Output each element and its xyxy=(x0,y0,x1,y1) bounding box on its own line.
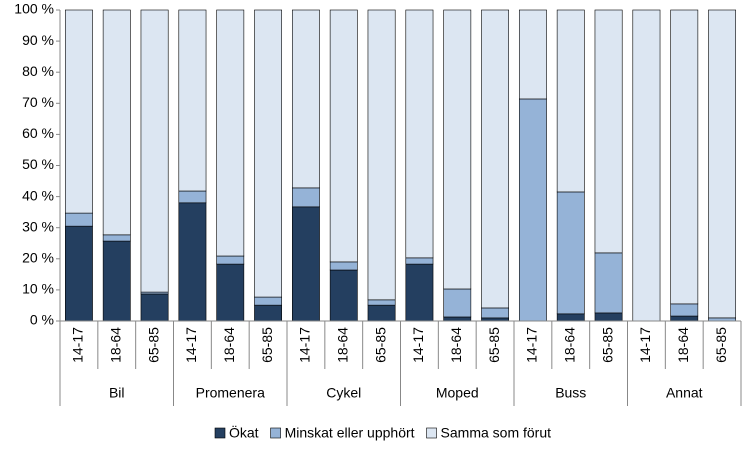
y-tick-label: 20 % xyxy=(22,250,54,266)
bar-segment xyxy=(670,303,699,317)
y-tick-label: 80 % xyxy=(22,63,54,79)
x-tick-label: 14-17 xyxy=(297,327,313,363)
group-label: Bil xyxy=(109,385,125,401)
y-tick-label: 10 % xyxy=(22,281,54,297)
group-label: Promenera xyxy=(196,385,265,401)
group-label: Buss xyxy=(555,385,586,401)
bar-segment xyxy=(481,9,510,309)
bar-segment xyxy=(443,316,472,322)
x-tick-label: 65-85 xyxy=(259,327,275,363)
bar-segment xyxy=(481,307,510,319)
bar-segment xyxy=(556,313,585,322)
group-label: Cykel xyxy=(326,385,361,401)
bar-segment xyxy=(594,312,623,322)
bar-segment xyxy=(594,9,623,254)
bar-segment xyxy=(216,263,245,322)
legend-label: Samma som förut xyxy=(441,425,552,441)
bar-segment xyxy=(556,9,585,193)
legend-swatch xyxy=(214,427,226,439)
x-tick-label: 14-17 xyxy=(183,327,199,363)
bar-segment xyxy=(367,304,396,322)
x-tick-label: 14-17 xyxy=(524,327,540,363)
y-tick-label: 100 % xyxy=(14,1,54,17)
bar-segment xyxy=(329,9,358,263)
bar-segment xyxy=(254,304,283,322)
x-tick-label: 18-64 xyxy=(675,327,691,363)
bar-segment xyxy=(518,9,547,100)
x-tick-label: 18-64 xyxy=(107,327,123,363)
x-tick-label: 65-85 xyxy=(372,327,388,363)
group-label: Moped xyxy=(436,385,479,401)
x-tick-label: 65-85 xyxy=(486,327,502,363)
bar-segment xyxy=(405,263,434,322)
bar-segment xyxy=(140,9,169,293)
bar-segment xyxy=(178,9,207,192)
bar-segment xyxy=(102,234,131,242)
x-tick-label: 65-85 xyxy=(145,327,161,363)
legend-swatch xyxy=(270,427,281,439)
bar-segment xyxy=(140,293,169,322)
y-tick-label: 60 % xyxy=(22,125,54,141)
bar-segment xyxy=(178,190,207,204)
bar-segment xyxy=(216,9,245,257)
bar-segment xyxy=(443,9,472,290)
legend-label: Ökat xyxy=(229,424,259,441)
bar-segment xyxy=(405,257,434,265)
group-label: Annat xyxy=(666,385,703,401)
bar-segment xyxy=(64,9,93,214)
bar-segment xyxy=(64,212,93,227)
bar-segment xyxy=(216,255,245,265)
bar-segment xyxy=(443,288,472,318)
bar-segment xyxy=(708,9,737,319)
y-tick-label: 30 % xyxy=(22,218,54,234)
x-tick-label: 18-64 xyxy=(561,327,577,363)
x-tick-label: 18-64 xyxy=(221,327,237,363)
x-tick-label: 65-85 xyxy=(599,327,615,363)
bar-segment xyxy=(254,9,283,298)
x-tick-label: 65-85 xyxy=(713,327,729,363)
bar-segment xyxy=(291,9,320,189)
bar-segment xyxy=(518,98,547,322)
bar-segment xyxy=(670,9,699,305)
bar-segment xyxy=(556,191,585,315)
bar-segment xyxy=(102,9,131,236)
legend-label: Minskat eller upphört xyxy=(285,425,415,441)
x-tick-label: 14-17 xyxy=(637,327,653,363)
x-tick-label: 14-17 xyxy=(410,327,426,363)
bar-segment xyxy=(329,261,358,271)
bar-segment xyxy=(178,202,207,322)
x-tick-label: 14-17 xyxy=(70,327,86,363)
bar-segment xyxy=(254,296,283,306)
bar-segment xyxy=(405,9,434,259)
bar-segment xyxy=(367,9,396,301)
bar-segment xyxy=(594,252,623,314)
y-tick-label: 40 % xyxy=(22,187,54,203)
bar-segment xyxy=(291,206,320,322)
bar-segment xyxy=(329,269,358,322)
y-tick-label: 0 % xyxy=(30,312,54,328)
y-tick-label: 90 % xyxy=(22,32,54,48)
x-tick-label: 18-64 xyxy=(334,327,350,363)
x-tick-label: 18-64 xyxy=(448,327,464,363)
bar-segment xyxy=(670,315,699,322)
y-tick-label: 70 % xyxy=(22,94,54,110)
bar-segment xyxy=(102,240,131,322)
y-tick-label: 50 % xyxy=(22,156,54,172)
legend-swatch xyxy=(426,427,437,439)
bar-segment xyxy=(632,9,661,322)
bar-segment xyxy=(64,225,93,322)
bar-segment xyxy=(291,187,320,208)
bar-segment xyxy=(367,299,396,306)
